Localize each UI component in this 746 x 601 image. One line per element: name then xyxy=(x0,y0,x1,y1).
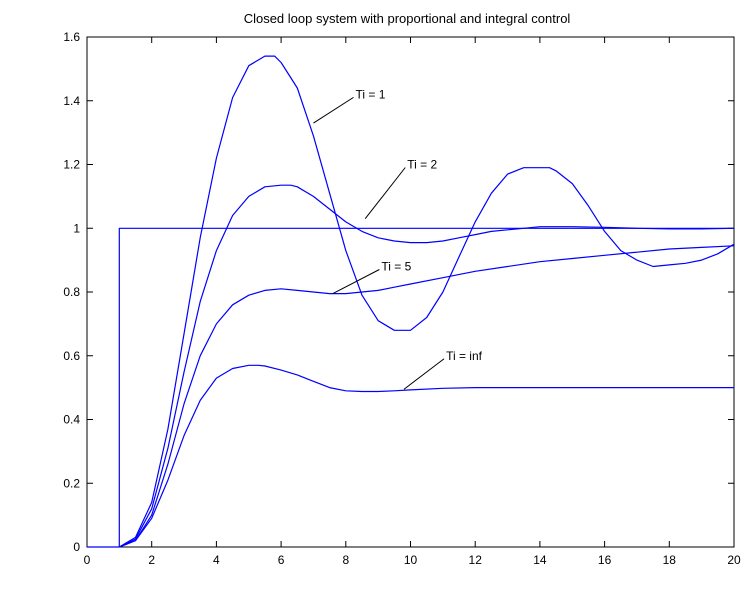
x-tick-label: 0 xyxy=(84,553,91,567)
x-tick-label: 4 xyxy=(213,553,220,567)
annotation-layer: Ti = 1 Ti = 2 Ti = 5 Ti = inf xyxy=(313,87,483,390)
x-tick-label: 20 xyxy=(727,553,741,567)
x-tick-label: 6 xyxy=(278,553,285,567)
y-tick-label: 1.2 xyxy=(63,158,80,172)
y-tick-label: 0.8 xyxy=(63,285,80,299)
y-tick-label: 1.4 xyxy=(63,94,80,108)
axis-tick-labels: 0 2 4 6 8 10 12 14 16 18 20 0 0.2 0.4 0.6 0.8 1 1.2 1.4 1.6 xyxy=(63,30,741,567)
annotation-leader-2 xyxy=(332,269,380,295)
x-tick-label: 2 xyxy=(148,553,155,567)
series-line-2 xyxy=(119,184,735,548)
series-line-0 xyxy=(87,227,734,548)
chart-title: Closed loop system with proportional and… xyxy=(244,11,571,26)
plot-area xyxy=(86,36,735,548)
x-tick-label: 8 xyxy=(342,553,349,567)
annotation-label-1: Ti = 2 xyxy=(407,158,437,172)
annotation-label-0: Ti = 1 xyxy=(356,87,386,101)
annotation-leader-1 xyxy=(364,167,406,219)
annotation-leader-0 xyxy=(313,96,354,124)
y-tick-label: 0.4 xyxy=(63,413,80,427)
x-tick-label: 14 xyxy=(533,553,547,567)
annotation-label-2: Ti = 5 xyxy=(381,260,411,274)
series-line-3 xyxy=(119,245,735,548)
series-layer xyxy=(87,55,735,548)
y-tick-label: 0.2 xyxy=(63,476,80,490)
y-tick-label: 0 xyxy=(73,540,80,554)
series-line-4 xyxy=(119,364,734,548)
axis-ticks xyxy=(86,36,735,548)
x-tick-label: 12 xyxy=(469,553,483,567)
y-tick-label: 0.6 xyxy=(63,349,80,363)
y-tick-label: 1.6 xyxy=(63,30,80,44)
x-tick-label: 10 xyxy=(404,553,418,567)
x-tick-label: 18 xyxy=(663,553,677,567)
y-tick-label: 1 xyxy=(73,221,80,235)
annotation-leader-3 xyxy=(403,358,445,390)
annotation-label-3: Ti = inf xyxy=(446,349,483,363)
x-tick-label: 16 xyxy=(598,553,612,567)
